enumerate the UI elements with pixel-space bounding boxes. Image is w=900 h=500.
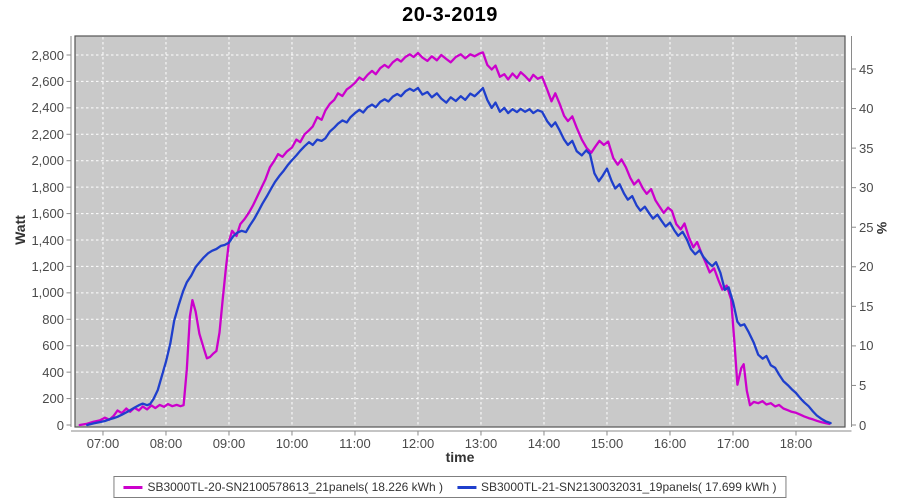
- series-line-blue: [86, 86, 832, 427]
- right-axis-tick-label: 20: [859, 259, 874, 275]
- left-axis-tick-label: 2,400: [31, 100, 64, 116]
- plot-background: [75, 36, 845, 427]
- x-axis-tick-label: 10:00: [275, 436, 309, 451]
- legend: SB3000TL-20-SN2100578613_21panels( 18.22…: [113, 476, 787, 498]
- right-axis-tick-label: 45: [859, 61, 874, 77]
- series-line-magenta: [78, 51, 831, 427]
- right-axis-tick-label: 25: [859, 219, 874, 235]
- legend-item-inverter-21: SB3000TL-21-SN2130032031_19panels( 17.69…: [457, 480, 777, 494]
- right-axis-tick-label: 30: [859, 180, 874, 196]
- legend-item-label: SB3000TL-20-SN2100578613_21panels( 18.22…: [147, 480, 443, 494]
- right-axis-tick-label: 35: [859, 140, 874, 156]
- left-axis-tick-label: 400: [42, 364, 64, 380]
- left-axis-tick-label: 0: [56, 417, 64, 433]
- legend-item-inverter-20: SB3000TL-20-SN2100578613_21panels( 18.22…: [123, 480, 443, 494]
- left-axis-tick-label: 1,600: [31, 206, 64, 222]
- legend-line-swatch: [123, 485, 143, 489]
- left-axis-tick-label: 1,200: [31, 258, 64, 274]
- left-axis-tick-label: 1,800: [31, 179, 64, 195]
- x-axis-tick-label: 11:00: [339, 436, 371, 451]
- x-axis-tick-label: 07:00: [86, 436, 120, 451]
- left-axis-tick-label: 2,000: [31, 153, 64, 169]
- chart-title: 20-3-2019: [402, 4, 498, 26]
- x-axis-tick-label: 16:00: [653, 436, 687, 451]
- left-axis-tick-label: 1,000: [31, 285, 64, 301]
- x-axis-tick-label: 12:00: [401, 436, 435, 451]
- plot-border: [74, 35, 846, 428]
- right-axis-tick-label: 40: [859, 101, 874, 117]
- x-axis-tick-label: 08:00: [149, 436, 183, 451]
- x-axis-tick-label: 15:00: [590, 436, 624, 451]
- legend-item-label: SB3000TL-21-SN2130032031_19panels( 17.69…: [481, 480, 777, 494]
- x-axis-tick-label: 18:00: [779, 436, 813, 451]
- x-axis-title: time: [445, 449, 475, 465]
- right-axis-tick-label: 10: [859, 338, 874, 354]
- left-axis-tick-label: 800: [42, 311, 64, 327]
- left-axis-tick-label: 200: [42, 391, 64, 407]
- x-axis-tick-label: 09:00: [212, 436, 246, 451]
- x-axis-tick-label: 13:00: [464, 436, 498, 451]
- right-axis-tick-label: 15: [859, 298, 874, 314]
- legend-line-swatch: [457, 485, 476, 489]
- left-axis-tick-label: 600: [42, 338, 64, 354]
- right-axis-tick-label: 5: [859, 377, 867, 393]
- right-axis-tick-label: 0: [859, 417, 867, 433]
- left-axis-tick-label: 2,200: [31, 126, 64, 142]
- left-axis-tick-label: 2,800: [31, 47, 64, 63]
- x-axis-tick-label: 17:00: [716, 436, 750, 451]
- left-axis-tick-label: 2,600: [31, 73, 64, 89]
- left-axis-tick-label: 1,400: [31, 232, 64, 248]
- x-axis-tick-label: 14:00: [527, 436, 561, 451]
